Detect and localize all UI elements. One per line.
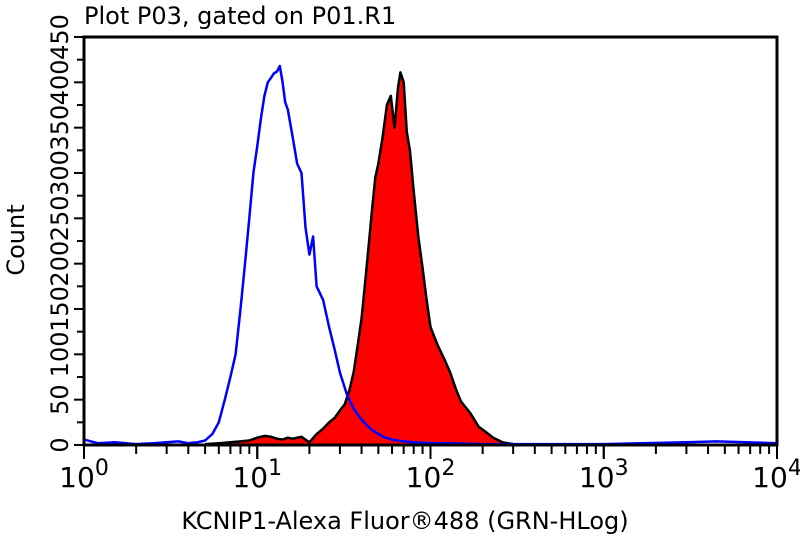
x-axis-label: KCNIP1-Alexa Fluor®488 (GRN-HLog) bbox=[181, 507, 629, 535]
y-tick-label: 200 bbox=[46, 241, 74, 287]
y-tick-label: 100 bbox=[46, 331, 74, 377]
y-tick-label: 50 bbox=[46, 384, 74, 415]
y-tick-label: 150 bbox=[46, 286, 74, 332]
series-outline-1 bbox=[205, 71, 514, 446]
x-tick-label: 100 bbox=[59, 456, 109, 494]
y-tick-label: 400 bbox=[46, 59, 74, 105]
y-tick-label: 0 bbox=[46, 437, 74, 452]
x-tick-label: 104 bbox=[752, 456, 800, 494]
y-tick-label: 250 bbox=[46, 195, 74, 241]
x-tick-label: 102 bbox=[406, 456, 456, 494]
y-tick-label: 350 bbox=[46, 105, 74, 151]
x-axis: 100 101 102 103 104 bbox=[59, 445, 800, 494]
series-line-0 bbox=[83, 64, 778, 446]
series-layer bbox=[83, 64, 778, 446]
series-fill-1 bbox=[205, 72, 514, 446]
chart-title: Plot P03, gated on P01.R1 bbox=[84, 2, 397, 30]
x-tick-label: 101 bbox=[232, 456, 282, 494]
x-tick-label: 103 bbox=[579, 456, 629, 494]
y-tick-label: 450 bbox=[46, 14, 74, 60]
y-tick-label: 300 bbox=[46, 150, 74, 196]
y-axis-label: Count bbox=[2, 204, 30, 276]
